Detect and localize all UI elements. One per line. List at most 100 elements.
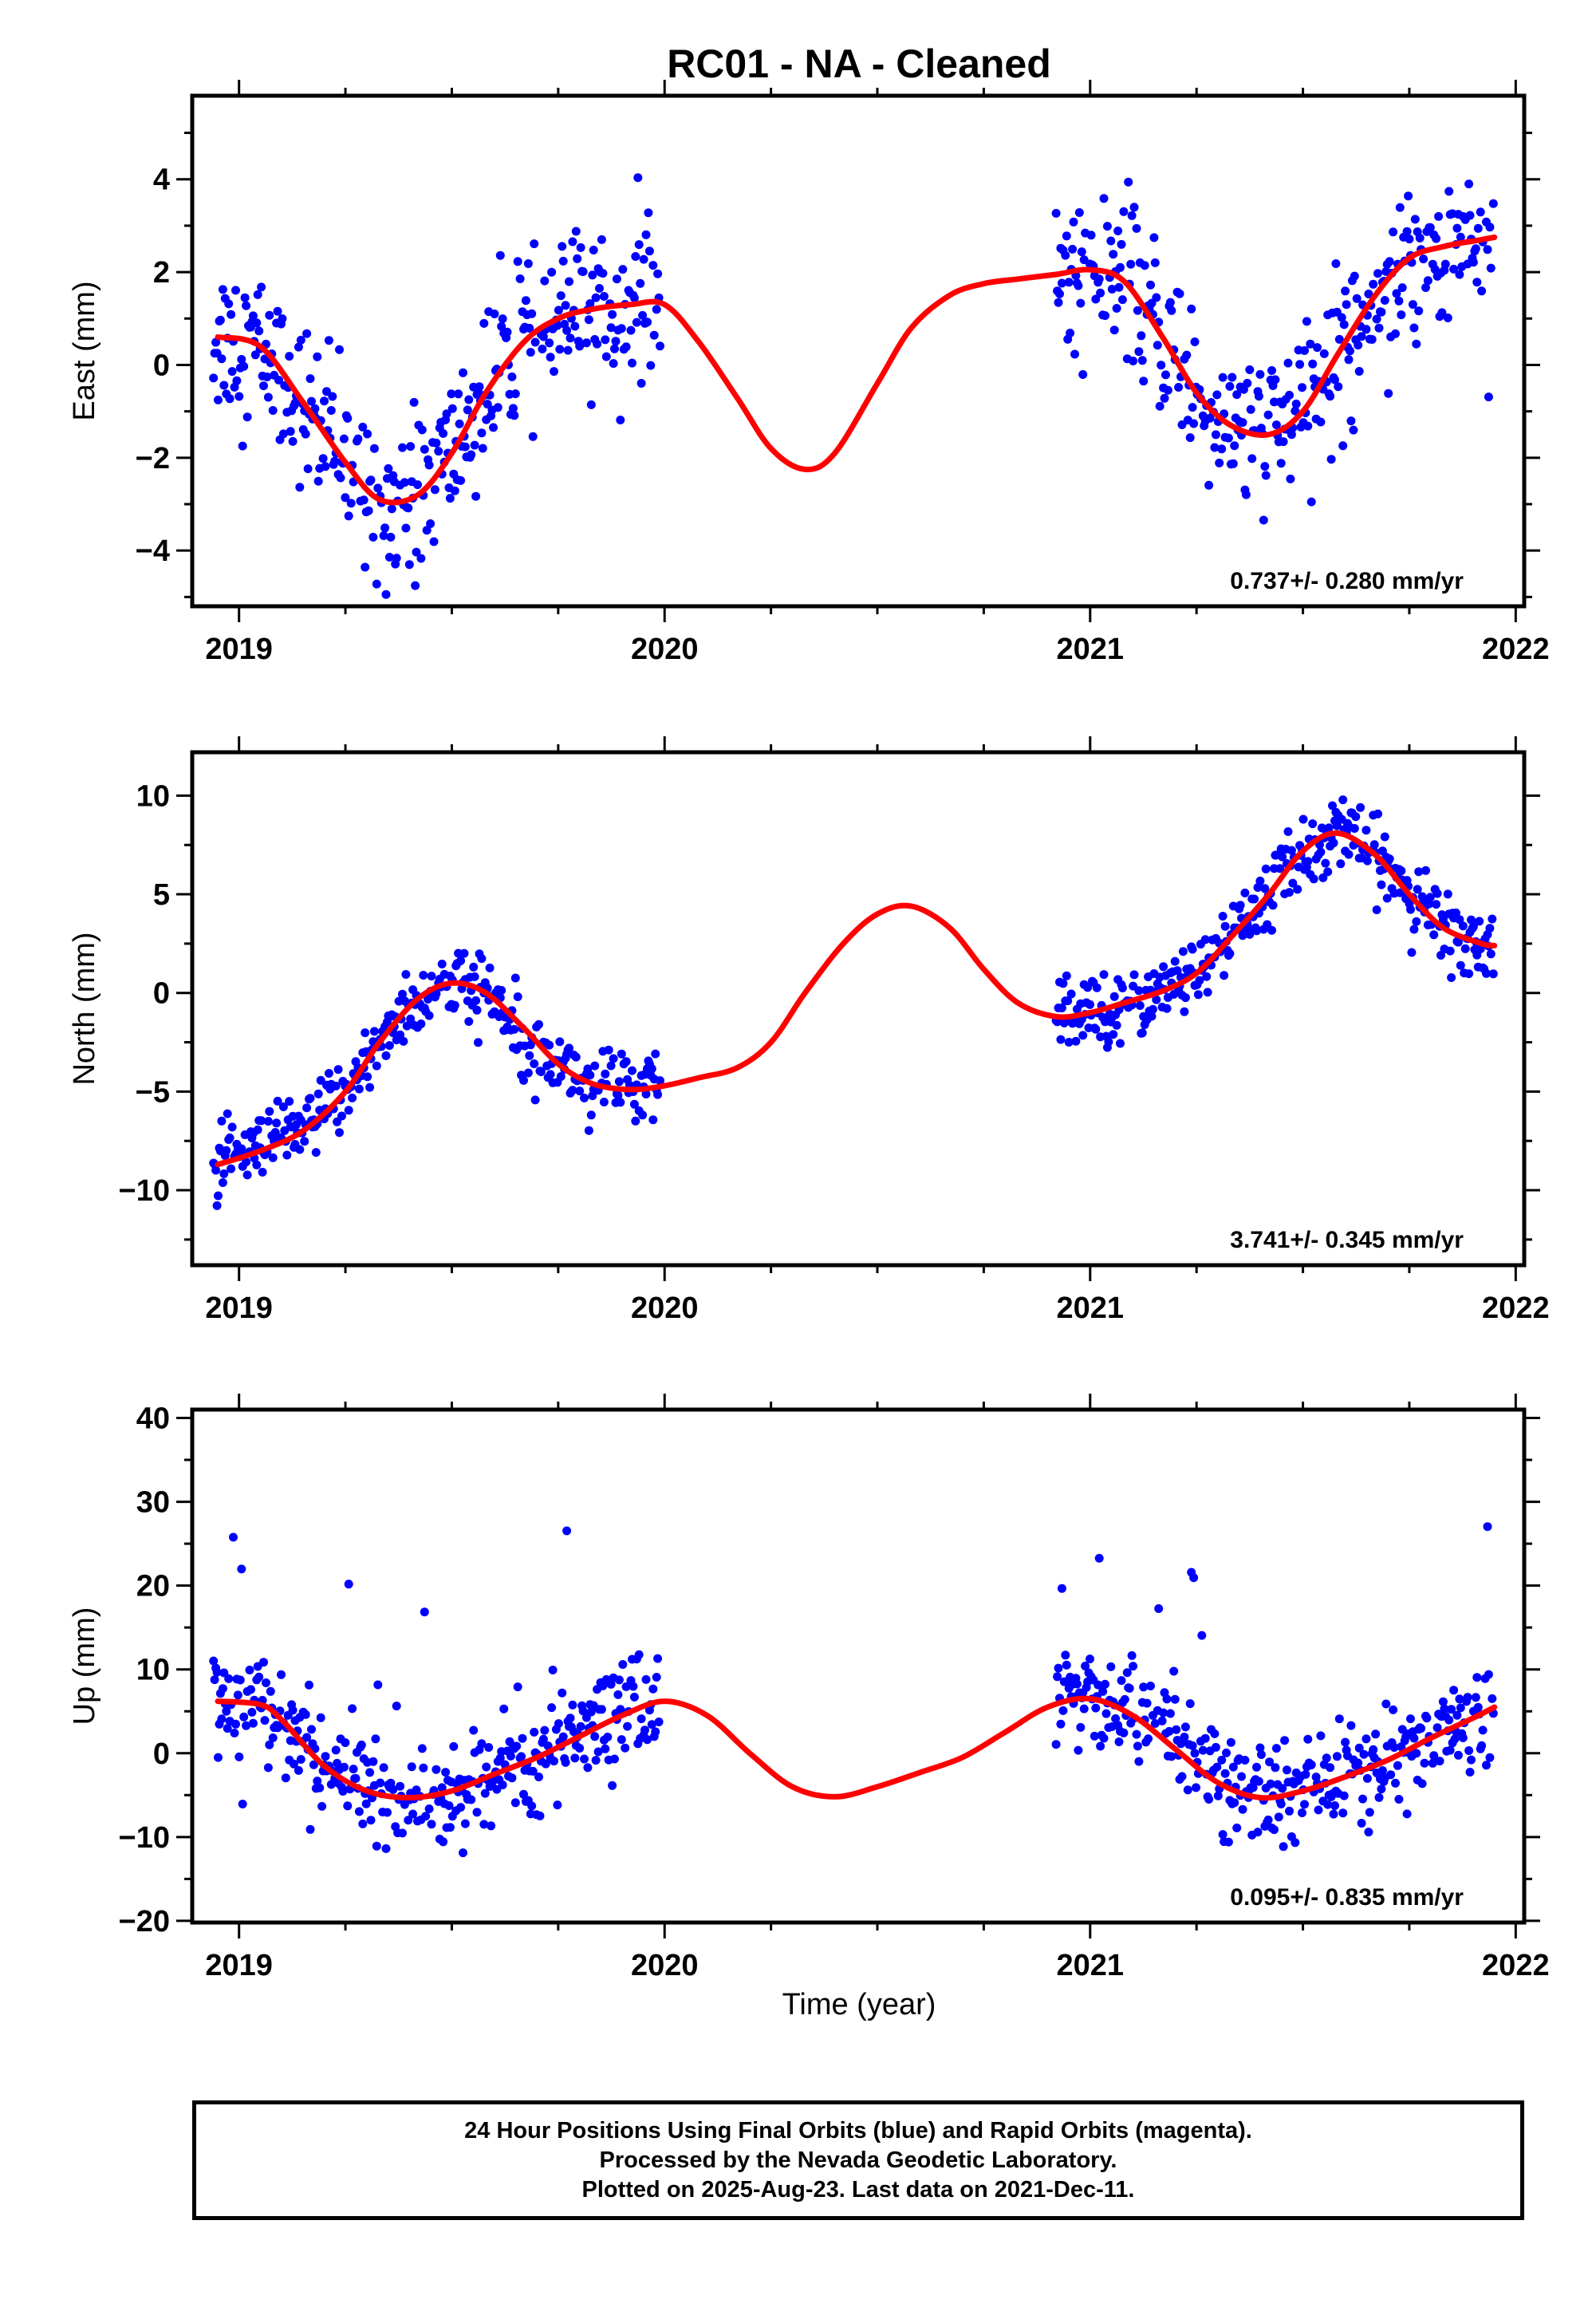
data-point bbox=[371, 1734, 380, 1744]
data-point bbox=[601, 1069, 610, 1079]
data-point bbox=[523, 1068, 533, 1078]
data-point bbox=[372, 579, 381, 589]
data-point bbox=[1458, 1733, 1468, 1742]
data-point bbox=[527, 309, 537, 318]
data-point bbox=[1445, 946, 1455, 956]
x-tick-label: 2020 bbox=[631, 1949, 699, 1982]
data-point bbox=[495, 250, 505, 260]
data-point bbox=[576, 1721, 585, 1731]
data-point bbox=[1117, 984, 1127, 992]
data-point bbox=[463, 405, 472, 415]
data-point bbox=[1232, 1823, 1242, 1832]
data-point bbox=[409, 397, 419, 407]
data-point bbox=[379, 1763, 388, 1773]
data-point bbox=[595, 284, 604, 293]
data-point bbox=[1235, 901, 1245, 910]
data-point bbox=[245, 1666, 254, 1674]
data-point bbox=[219, 381, 229, 390]
data-point bbox=[1384, 388, 1393, 398]
data-point bbox=[1271, 1763, 1280, 1773]
data-point bbox=[1300, 1800, 1309, 1809]
data-point bbox=[1057, 1583, 1066, 1593]
data-point bbox=[1300, 346, 1309, 355]
data-point bbox=[1146, 1682, 1155, 1690]
data-point bbox=[634, 240, 644, 250]
data-point bbox=[412, 547, 421, 557]
x-tick-label: 2019 bbox=[205, 1949, 273, 1982]
data-point bbox=[1260, 884, 1270, 893]
data-point bbox=[1450, 1734, 1460, 1744]
data-point bbox=[442, 409, 451, 419]
data-point bbox=[209, 1656, 219, 1666]
data-point bbox=[366, 1816, 376, 1825]
data-point bbox=[1346, 416, 1356, 426]
data-point bbox=[290, 1759, 298, 1769]
y-tick-label: 30 bbox=[136, 1486, 170, 1520]
data-point bbox=[1362, 826, 1371, 835]
data-point bbox=[365, 1768, 375, 1777]
x-tick-label: 2020 bbox=[631, 1292, 699, 1325]
data-point bbox=[302, 1733, 312, 1742]
data-point bbox=[1465, 211, 1475, 220]
data-point bbox=[278, 314, 287, 323]
data-point bbox=[1265, 1757, 1275, 1767]
data-point bbox=[214, 395, 223, 404]
data-point bbox=[1078, 370, 1088, 379]
data-point bbox=[1271, 420, 1281, 430]
data-point bbox=[424, 460, 434, 470]
x-tick-label: 2019 bbox=[205, 1292, 273, 1325]
data-point bbox=[636, 1714, 646, 1724]
data-point bbox=[317, 1801, 327, 1811]
data-point bbox=[608, 310, 617, 319]
data-point bbox=[1225, 948, 1235, 958]
data-point bbox=[530, 1095, 540, 1105]
data-point bbox=[1232, 390, 1242, 400]
data-point bbox=[497, 321, 506, 331]
data-point bbox=[1129, 970, 1139, 980]
data-point bbox=[648, 1115, 658, 1125]
data-point bbox=[597, 235, 606, 244]
data-point bbox=[546, 1070, 555, 1079]
data-point bbox=[1350, 824, 1359, 833]
data-point bbox=[1074, 1745, 1083, 1755]
data-point bbox=[1326, 455, 1336, 464]
data-point bbox=[1452, 908, 1460, 917]
data-point bbox=[1380, 832, 1389, 842]
data-point bbox=[1456, 1703, 1465, 1713]
data-point bbox=[361, 562, 370, 572]
y-tick-label: 0 bbox=[153, 1737, 170, 1771]
data-point bbox=[1276, 459, 1286, 468]
data-point bbox=[623, 1721, 632, 1731]
data-point bbox=[1079, 1704, 1089, 1714]
data-point bbox=[404, 503, 413, 513]
data-point bbox=[1243, 378, 1252, 388]
data-point bbox=[653, 269, 663, 278]
data-point bbox=[1261, 471, 1271, 480]
data-point bbox=[1408, 300, 1417, 310]
data-point bbox=[1134, 1757, 1144, 1766]
data-point bbox=[1330, 1801, 1339, 1810]
data-point bbox=[1406, 1714, 1415, 1724]
data-point bbox=[1334, 334, 1344, 344]
data-point bbox=[644, 208, 653, 218]
data-point bbox=[307, 396, 316, 406]
data-point bbox=[571, 1052, 581, 1062]
data-point bbox=[1455, 915, 1464, 925]
data-point bbox=[632, 317, 641, 327]
data-point bbox=[507, 1773, 517, 1783]
data-point bbox=[614, 1077, 624, 1087]
data-point bbox=[1210, 1729, 1220, 1738]
data-point bbox=[1488, 969, 1498, 979]
data-point bbox=[1323, 867, 1333, 877]
data-point bbox=[633, 173, 643, 183]
data-point bbox=[499, 1704, 509, 1714]
data-point bbox=[617, 1049, 626, 1059]
data-point bbox=[651, 1049, 660, 1059]
data-point bbox=[652, 1673, 661, 1682]
data-point bbox=[1409, 323, 1419, 333]
data-point bbox=[1107, 285, 1117, 294]
data-point bbox=[506, 1751, 515, 1761]
data-point bbox=[273, 1096, 282, 1106]
data-point bbox=[1420, 1758, 1429, 1768]
